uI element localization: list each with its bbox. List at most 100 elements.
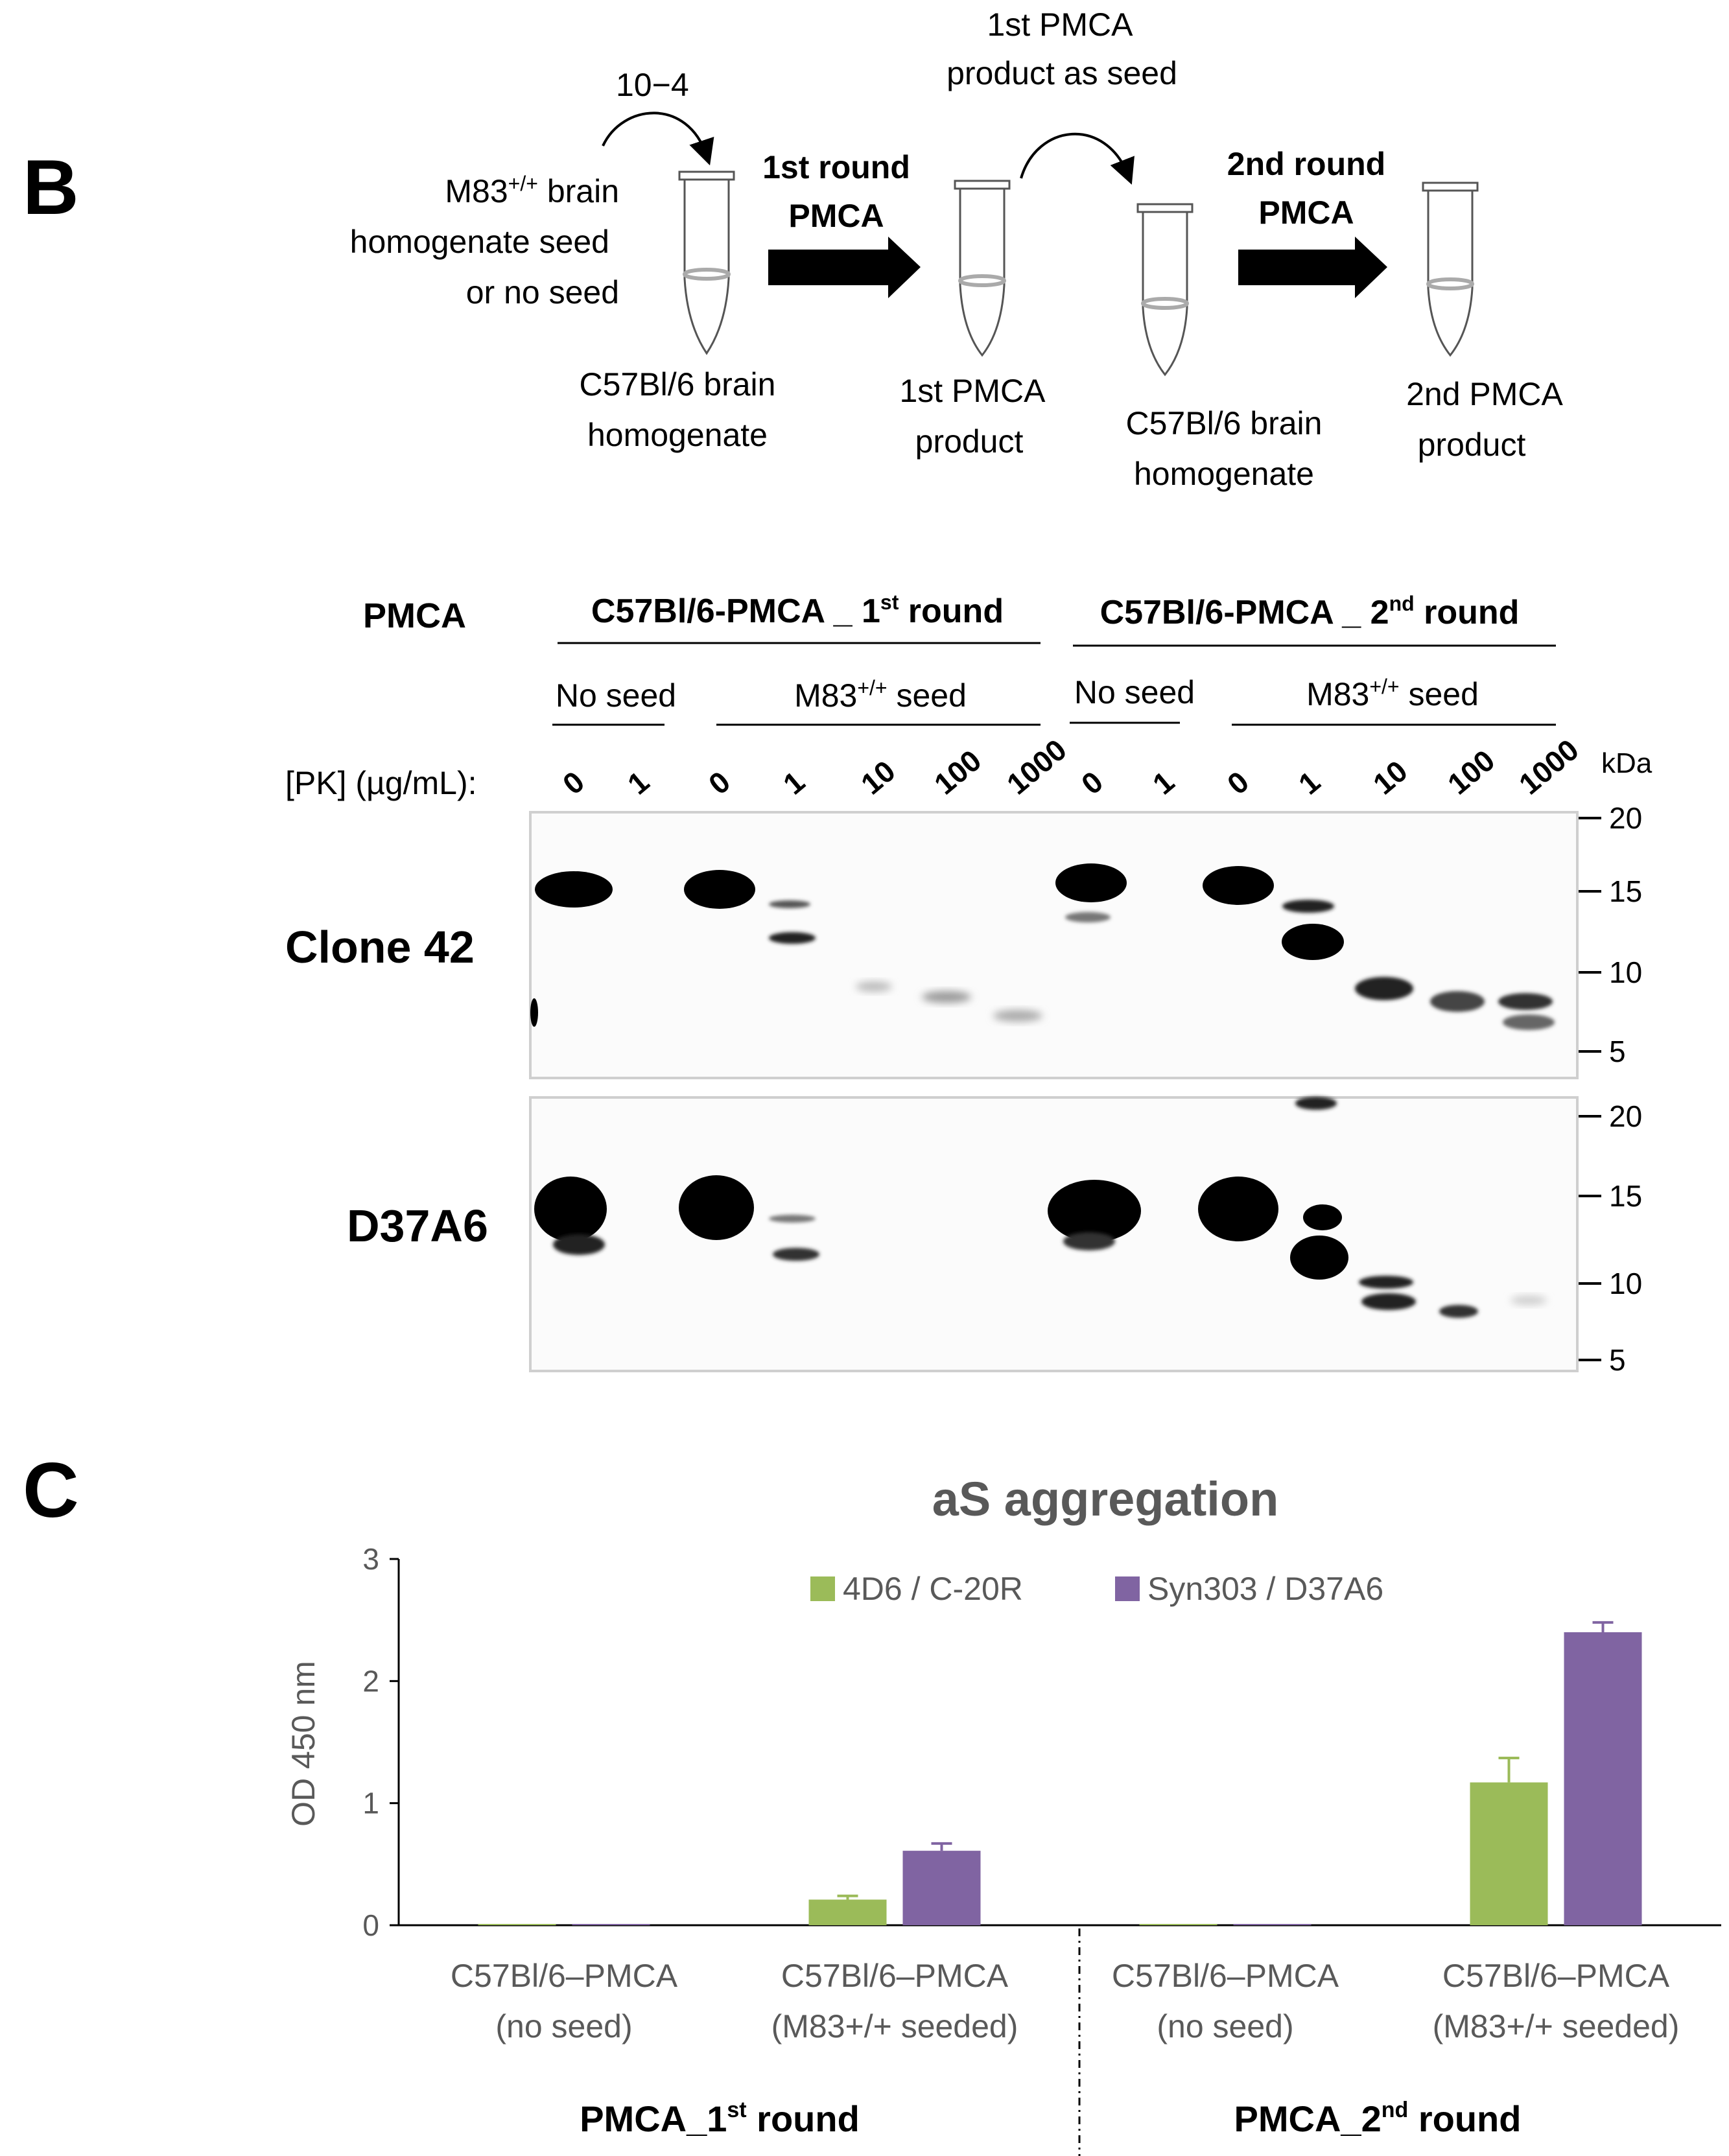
band [684, 870, 755, 909]
bar-green [1139, 1924, 1217, 1925]
pk-value-label: 0 [1221, 764, 1255, 801]
tube-1-icon [678, 170, 735, 355]
d37a6-label: D37A6 [347, 1201, 488, 1251]
bar-green [808, 1899, 887, 1925]
tube1-label-line2: homogenate [587, 417, 768, 453]
round-group-label: PMCA_1st round [580, 2098, 860, 2139]
band [553, 1234, 605, 1255]
band [773, 1248, 819, 1261]
legend-label: 4D6 / C-20R [843, 1571, 1023, 1607]
band [1498, 993, 1553, 1010]
bar-purple [1233, 1924, 1311, 1925]
panel-b-letter: B [23, 144, 79, 231]
reseed-label-line1: 1st PMCA [987, 6, 1133, 43]
step1-label-line1: 1st round [762, 149, 910, 185]
band [1359, 1276, 1413, 1289]
chart-title: aS aggregation [932, 1472, 1279, 1526]
tube-2-icon [954, 180, 1011, 357]
bar-purple [902, 1851, 981, 1925]
round1-header: C57Bl/6-PMCA _ 1st round [591, 591, 1004, 630]
band [1511, 1296, 1547, 1305]
panel-c-letter: C [23, 1447, 79, 1534]
band [1198, 1177, 1278, 1241]
legend-swatch [1115, 1576, 1140, 1601]
pk-value-label: 10 [1367, 754, 1414, 801]
bar-purple [572, 1924, 650, 1925]
y-tick-label: 2 [362, 1664, 379, 1698]
pk-value-label: 1 [1146, 764, 1181, 801]
tube-4-icon [1422, 182, 1479, 357]
band [1065, 912, 1111, 922]
band [1430, 991, 1485, 1012]
band [1063, 1232, 1115, 1250]
pk-value-label: 1000 [1512, 732, 1585, 801]
band [1055, 863, 1127, 902]
pk-concentration-labels: 0 1 0 1 10 100 1000 0 1 0 1 10 100 1000 [556, 732, 1585, 801]
dilution-label: 10−4 [616, 67, 689, 103]
band [769, 932, 816, 944]
clone42-blot-membrane [529, 811, 1579, 1079]
band [1503, 1014, 1555, 1030]
pk-value-label: 1000 [1000, 732, 1073, 801]
y-tick-label: 3 [362, 1542, 379, 1576]
y-tick-label: 0 [362, 1908, 379, 1942]
step2-arrow [1238, 237, 1387, 298]
pk-value-label: 100 [928, 743, 987, 801]
band [1282, 900, 1334, 913]
marker-label: 20 [1609, 1099, 1642, 1133]
seed-label-line3: or no seed [466, 274, 619, 311]
x-category-label: (M83+/+ seeded) [771, 2008, 1018, 2045]
kda-markers: 20 15 10 5 20 15 10 5 [1579, 801, 1642, 1377]
band [769, 1215, 816, 1223]
pmca-label: PMCA [363, 596, 466, 635]
x-category-label: C57Bl/6–PMCA [451, 1958, 678, 1994]
bar-purple [1564, 1632, 1642, 1925]
marker-label: 5 [1609, 1343, 1626, 1377]
tube3-label-line2: homogenate [1134, 456, 1314, 492]
band [922, 991, 971, 1003]
band [769, 900, 810, 908]
band [993, 1010, 1042, 1022]
pk-value-label: 0 [1075, 764, 1109, 801]
round2-header: C57Bl/6-PMCA _ 2nd round [1100, 592, 1520, 631]
reseed-label-line2: product as seed [947, 55, 1177, 91]
band [1303, 1204, 1342, 1230]
marker-label: 10 [1609, 955, 1642, 989]
band [1282, 924, 1344, 960]
pk-value-label: 0 [556, 764, 591, 801]
band [1355, 977, 1413, 1000]
pk-value-label: 1 [1292, 764, 1326, 801]
pk-value-label: 100 [1441, 743, 1501, 801]
legend-swatch [810, 1576, 835, 1601]
step2-label-line1: 2nd round [1227, 146, 1385, 182]
m83-seed-label-2: M83+/+ seed [1306, 675, 1479, 712]
tube-3-icon [1136, 203, 1194, 377]
bar-green [1470, 1782, 1548, 1925]
pk-label: [PK] (µg/mL): [285, 765, 477, 801]
dilution-curved-arrow [602, 111, 714, 166]
tube1-label-line1: C57Bl/6 brain [580, 366, 776, 403]
product1-label-line2: product [915, 423, 1024, 460]
x-category-label: C57Bl/6–PMCA [781, 1958, 1009, 1994]
blot-header: PMCA C57Bl/6-PMCA _ 1st round C57Bl/6-PM… [285, 591, 1653, 801]
marker-label: 5 [1609, 1035, 1626, 1068]
y-axis-label: OD 450 nm [285, 1661, 322, 1827]
step1-label-line2: PMCA [788, 198, 884, 234]
seed-label-line2: homogenate seed [350, 224, 609, 260]
reseed-curved-arrow [1020, 132, 1135, 185]
round-group-label: PMCA_2nd round [1234, 2098, 1522, 2139]
pk-value-label: 1 [777, 764, 811, 801]
kda-label: kDa [1601, 747, 1653, 779]
marker-label: 10 [1609, 1267, 1642, 1300]
d37a6-blot-membrane [529, 1096, 1579, 1372]
step2-label-line2: PMCA [1258, 194, 1354, 231]
no-seed-label-2: No seed [1074, 674, 1195, 710]
pk-value-label: 10 [854, 754, 902, 801]
x-category-label: C57Bl/6–PMCA [1442, 1958, 1670, 1994]
pk-value-label: 0 [702, 764, 736, 801]
clone42-label: Clone 42 [285, 922, 475, 972]
clone42-bands [530, 863, 1555, 1030]
band [1439, 1305, 1478, 1318]
product2-label-line2: product [1418, 427, 1526, 463]
